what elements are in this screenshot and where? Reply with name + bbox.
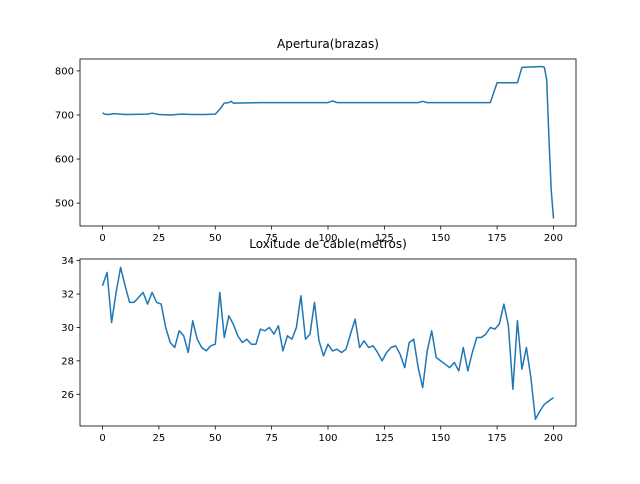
x-tick-label: 50 [209, 433, 222, 444]
plot-area [80, 59, 576, 226]
x-tick-label: 25 [153, 433, 166, 444]
y-tick-label: 30 [61, 323, 74, 334]
x-tick-label: 125 [375, 433, 394, 444]
y-tick-label: 34 [61, 256, 74, 267]
x-tick-label: 100 [318, 233, 337, 244]
data-line [101, 266, 554, 421]
x-tick-label: 150 [431, 233, 450, 244]
data-line [102, 65, 555, 219]
x-tick-label: 150 [431, 433, 450, 444]
y-tick-label: 500 [55, 199, 74, 210]
y-tick-label: 32 [61, 290, 74, 301]
x-tick-label: 200 [544, 233, 563, 244]
y-tick-label: 26 [61, 390, 74, 401]
y-tick-label: 600 [55, 155, 74, 166]
y-tick-label: 800 [55, 66, 74, 77]
x-tick-label: 175 [488, 433, 507, 444]
x-tick-label: 100 [318, 433, 337, 444]
x-tick-label: 75 [265, 433, 278, 444]
plot-area [80, 259, 576, 426]
chart-title: Loxitude de cable(metros) [249, 237, 407, 251]
x-tick-label: 125 [375, 233, 394, 244]
x-tick-label: 175 [488, 233, 507, 244]
x-tick-label: 0 [99, 433, 105, 444]
x-tick-label: 0 [99, 233, 105, 244]
y-tick-label: 28 [61, 356, 74, 367]
y-tick-label: 700 [55, 110, 74, 121]
x-tick-label: 75 [265, 233, 278, 244]
chart-title: Apertura(brazas) [277, 37, 379, 51]
x-tick-label: 200 [544, 433, 563, 444]
x-tick-label: 50 [209, 233, 222, 244]
x-tick-label: 25 [153, 233, 166, 244]
